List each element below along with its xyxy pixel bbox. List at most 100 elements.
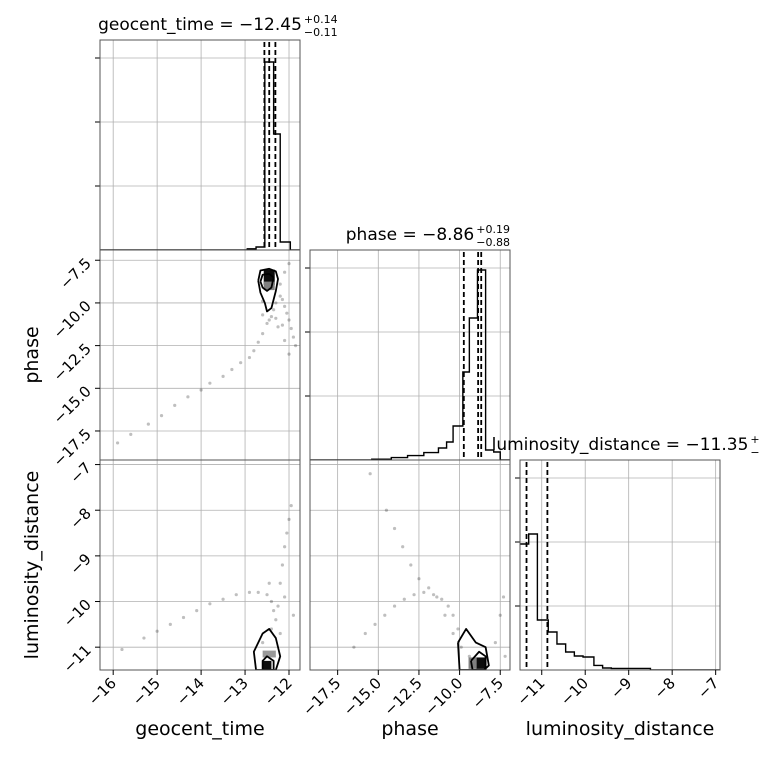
sample-point	[287, 318, 291, 322]
sample-point	[247, 355, 252, 360]
title-median: −11.35	[685, 435, 748, 455]
histogram-bar	[424, 453, 439, 460]
sample-point	[383, 613, 387, 617]
contour-level-2	[261, 655, 275, 670]
y-tick-label: −11	[60, 641, 95, 676]
sample-point	[274, 316, 278, 320]
histogram-bar	[447, 442, 454, 460]
sample-point	[252, 349, 256, 353]
x-tick-label: −8	[651, 674, 679, 702]
hist-title-phase: phase = −8.86	[346, 225, 474, 245]
sample-point	[431, 593, 436, 597]
sample-point	[278, 282, 282, 286]
sample-point	[283, 338, 287, 343]
x-tick-label: −9	[607, 674, 635, 702]
sample-point	[456, 627, 460, 631]
sample-point	[294, 344, 298, 348]
sample-point	[392, 526, 397, 531]
x-tick-label: −14	[173, 674, 208, 709]
sample-point	[261, 313, 265, 317]
histogram-bar	[453, 426, 463, 460]
y-tick-label: −17.5	[50, 425, 95, 470]
sample-point	[283, 545, 287, 549]
sample-point	[261, 641, 265, 645]
sample-point	[283, 270, 287, 274]
histogram-bar	[548, 632, 557, 670]
contour-level-1	[457, 628, 490, 670]
hist-title-geocent_time: geocent_time = −12.45	[98, 15, 302, 35]
sample-point	[285, 531, 289, 535]
sample-point	[285, 311, 289, 315]
sample-point	[435, 595, 439, 599]
sample-point	[501, 595, 506, 599]
sample-point	[269, 599, 274, 604]
sample-point	[280, 323, 285, 327]
y-tick-label: −7.5	[56, 254, 94, 292]
x-tick-label: −10.0	[421, 674, 466, 719]
histogram-panel-phase: phase = −8.86 +0.19−0.88	[305, 223, 511, 461]
sample-point	[267, 318, 271, 322]
panel-frame	[309, 249, 511, 461]
histogram-bar	[274, 134, 281, 250]
density-cell	[468, 657, 477, 669]
sample-point	[274, 301, 278, 305]
y-tick-label: −9	[66, 550, 94, 578]
x-tick-label: −16	[85, 674, 120, 709]
sample-point	[199, 388, 203, 392]
contour-level-1	[252, 628, 282, 670]
y-tick-label: −12.5	[50, 340, 95, 385]
density-cell	[475, 657, 486, 669]
contour-level-2	[470, 650, 487, 670]
sample-point	[239, 361, 243, 365]
sample-point	[352, 645, 356, 649]
sample-point	[401, 545, 405, 549]
x-axis-label-geocent_time: geocent_time	[135, 718, 264, 740]
x-axis-label-luminosity_distance: luminosity_distance	[526, 718, 715, 740]
sample-point	[451, 631, 455, 636]
sample-point	[256, 590, 260, 594]
histogram-step-line	[520, 533, 720, 670]
sample-point	[261, 332, 265, 336]
title-median: −8.86	[422, 225, 474, 245]
sample-point	[409, 563, 413, 567]
sample-point	[417, 577, 421, 581]
panel-frame	[519, 459, 721, 671]
sample-point	[459, 645, 463, 649]
y-tick-label: −8	[66, 504, 94, 532]
sample-point	[287, 517, 291, 521]
sample-point	[412, 593, 416, 597]
sample-point	[256, 340, 260, 344]
sample-point	[195, 609, 199, 613]
sample-point	[155, 629, 159, 633]
sample-point	[289, 504, 293, 508]
title-prefix: geocent_time =	[98, 15, 239, 35]
sample-point	[446, 604, 450, 608]
sample-point	[168, 622, 172, 626]
y-axis-label-luminosity_distance: luminosity_distance	[21, 471, 43, 660]
sample-point	[272, 609, 276, 613]
sample-point	[265, 321, 269, 326]
density-cell	[263, 269, 275, 285]
x-tick-label: −13	[217, 674, 252, 709]
histogram-bar	[529, 534, 538, 670]
sample-point	[278, 581, 282, 585]
panel-frame	[99, 459, 301, 671]
histogram-bar	[574, 656, 583, 670]
y-tick-label: −7	[66, 459, 94, 487]
sample-point	[278, 631, 282, 636]
sample-point	[287, 262, 291, 266]
histogram-bar	[469, 318, 477, 460]
title-minus-error: −0.88	[476, 236, 510, 249]
sample-point	[392, 604, 397, 608]
sample-point	[247, 590, 252, 594]
scatter-panel-geocent_time-phase	[99, 249, 301, 461]
title-prefix: luminosity_distance =	[492, 435, 686, 455]
y-tick-label: −15.0	[50, 382, 95, 427]
panel-frame	[309, 459, 511, 671]
histogram-bar	[566, 652, 575, 670]
x-tick-label: −10	[557, 674, 592, 709]
sample-point	[422, 590, 426, 594]
sample-point	[373, 622, 377, 626]
sample-point	[283, 304, 287, 308]
sample-point	[498, 613, 502, 617]
